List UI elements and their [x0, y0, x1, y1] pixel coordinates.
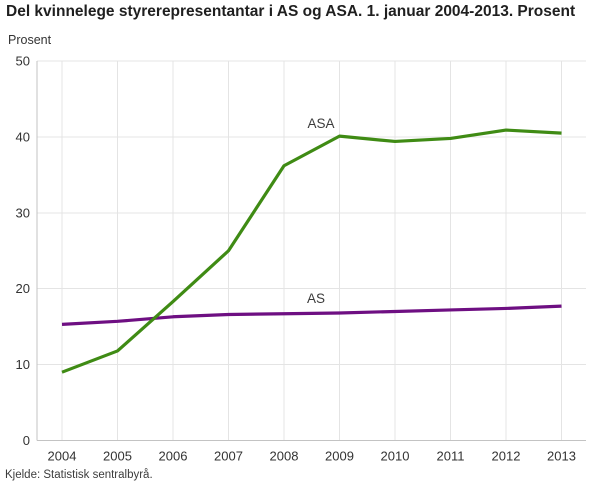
x-axis-tick-label: 2010: [381, 449, 410, 464]
source-note: Kjelde: Statistisk sentralbyrå.: [5, 469, 153, 481]
x-axis-tick-label: 2013: [547, 449, 576, 464]
x-axis-tick-label: 2012: [492, 449, 521, 464]
x-axis-tick-label: 2008: [270, 449, 299, 464]
series-label-asa: ASA: [307, 116, 334, 131]
y-axis-tick-label: 10: [16, 357, 30, 372]
x-axis-tick-label: 2005: [103, 449, 132, 464]
x-axis-tick-label: 2006: [159, 449, 188, 464]
y-axis-tick-label: 0: [23, 433, 30, 448]
y-axis-title: Prosent: [8, 33, 52, 47]
y-axis-tick-label: 50: [16, 54, 30, 69]
y-axis-tick-label: 40: [16, 129, 30, 144]
x-axis-tick-label: 2007: [214, 449, 243, 464]
x-axis-tick-label: 2011: [437, 449, 465, 464]
x-axis-tick-label: 2009: [325, 449, 354, 464]
series-line-as: [61, 304, 562, 326]
x-axis-tick-label: 2004: [48, 449, 77, 464]
chart-title: Del kvinnelege styrerepresentantar i AS …: [6, 3, 576, 20]
series-line-asa: [61, 128, 562, 374]
series-label-as: AS: [307, 291, 325, 306]
y-axis-tick-label: 30: [16, 205, 30, 220]
y-axis-tick-label: 20: [16, 281, 30, 296]
